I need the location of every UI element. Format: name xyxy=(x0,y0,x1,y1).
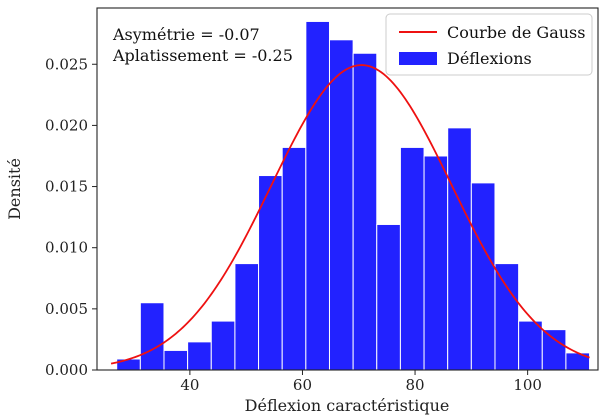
y-tick-label: 0.020 xyxy=(45,116,88,134)
histogram-bar xyxy=(352,52,378,371)
histogram-bar xyxy=(423,155,449,371)
histogram-bar xyxy=(518,320,543,371)
x-tick-label: 100 xyxy=(513,376,542,394)
y-axis-ticks: 0.000 0.005 0.010 0.015 0.020 0.025 xyxy=(45,55,97,379)
histogram-bar xyxy=(210,320,236,371)
legend-label-gauss: Courbe de Gauss xyxy=(447,23,585,42)
x-axis-ticks: 40 60 80 100 xyxy=(180,370,542,394)
legend-box xyxy=(385,13,593,76)
x-tick-label: 40 xyxy=(180,376,199,394)
plot-frame xyxy=(96,7,599,371)
y-tick-label: 0.000 xyxy=(45,361,88,379)
kurtosis-text: Aplatissement = -0.25 xyxy=(112,46,293,65)
x-tick-label: 60 xyxy=(293,376,312,394)
y-tick-label: 0.010 xyxy=(45,239,88,257)
histogram-bar xyxy=(447,127,472,371)
histogram-bar xyxy=(116,358,141,371)
stats-annotation: Asymétrie = -0.07 Aplatissement = -0.25 xyxy=(112,25,293,65)
y-tick-label: 0.005 xyxy=(45,300,88,318)
histogram-bar xyxy=(541,329,567,371)
y-tick-label: 0.025 xyxy=(45,55,88,73)
histogram-bar xyxy=(234,263,260,371)
histogram-bar xyxy=(187,341,212,371)
histogram-bar xyxy=(470,182,496,371)
histogram-bar xyxy=(494,263,520,371)
histogram-bar xyxy=(328,39,354,371)
skewness-text: Asymétrie = -0.07 xyxy=(112,25,260,44)
histogram-bar xyxy=(305,20,330,371)
gauss-curve xyxy=(110,64,590,365)
legend: Courbe de Gauss Déflexions xyxy=(385,13,593,76)
histogram-bars xyxy=(116,20,591,371)
y-tick-label: 0.015 xyxy=(45,178,88,196)
x-tick-label: 80 xyxy=(406,376,425,394)
y-axis-label: Densité xyxy=(5,158,24,220)
legend-bar-swatch xyxy=(399,52,437,65)
x-axis-label: Déflexion caractéristique xyxy=(245,396,450,415)
histogram-bar xyxy=(163,349,189,371)
legend-label-deflexions: Déflexions xyxy=(447,49,532,68)
histogram-bar xyxy=(399,146,425,371)
histogram-bar xyxy=(376,223,401,371)
histogram-bar xyxy=(139,302,165,371)
histogram-bar xyxy=(281,146,307,371)
